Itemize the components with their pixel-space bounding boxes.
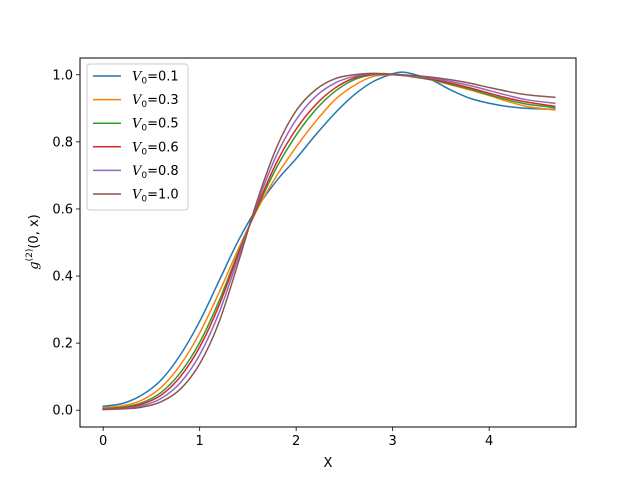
legend: V0=0.1 V0=0.3 V0=0.5 V0=0.6 V0=0.8 V0=1.0 <box>86 63 189 211</box>
legend-entries: V0=0.1 V0=0.3 V0=0.5 V0=0.6 V0=0.8 V0=1.0 <box>93 70 179 205</box>
y-tick-label: 0.6 <box>52 202 73 217</box>
y-tick-label: 0.4 <box>52 270 73 285</box>
legend-label-5: V0=0.8 <box>132 164 179 181</box>
ticks-layer: 0 1 2 3 4 0.0 0.2 0.4 0.6 0.8 1.0 <box>52 68 493 449</box>
plot-frame <box>79 57 577 428</box>
x-tick-label: 1 <box>196 434 204 449</box>
series-line-6 <box>102 72 556 411</box>
legend-label-1: V0=0.1 <box>132 70 179 87</box>
y-axis-label-sup: (2) <box>25 249 35 262</box>
series-line-5 <box>102 72 556 410</box>
y-tick-label: 0.0 <box>52 404 73 419</box>
y-tick-label: 1.0 <box>52 68 73 83</box>
y-axis-label: g(2)(0, x) <box>25 214 42 269</box>
x-tick-label: 4 <box>485 434 493 449</box>
legend-label-2: V0=0.3 <box>132 93 179 110</box>
series-line-3 <box>102 73 556 410</box>
legend-label-3: V0=0.5 <box>132 117 179 134</box>
series-layer <box>102 71 556 411</box>
y-tick-label: 0.8 <box>52 135 73 150</box>
series-line-4 <box>102 73 556 410</box>
x-tick-label: 2 <box>292 434 300 449</box>
legend-label-6: V0=1.0 <box>132 188 179 205</box>
y-axis-label-rest: (0, x) <box>27 214 42 248</box>
y-tick-label: 0.2 <box>52 337 73 352</box>
x-tick-label: 3 <box>389 434 397 449</box>
y-axis-label-base: g <box>27 261 42 269</box>
legend-label-4: V0=0.6 <box>132 140 179 157</box>
x-tick-label: 0 <box>99 434 107 449</box>
legend-box <box>86 63 189 211</box>
series-line-1 <box>102 71 556 408</box>
x-axis-label: X <box>324 456 333 471</box>
